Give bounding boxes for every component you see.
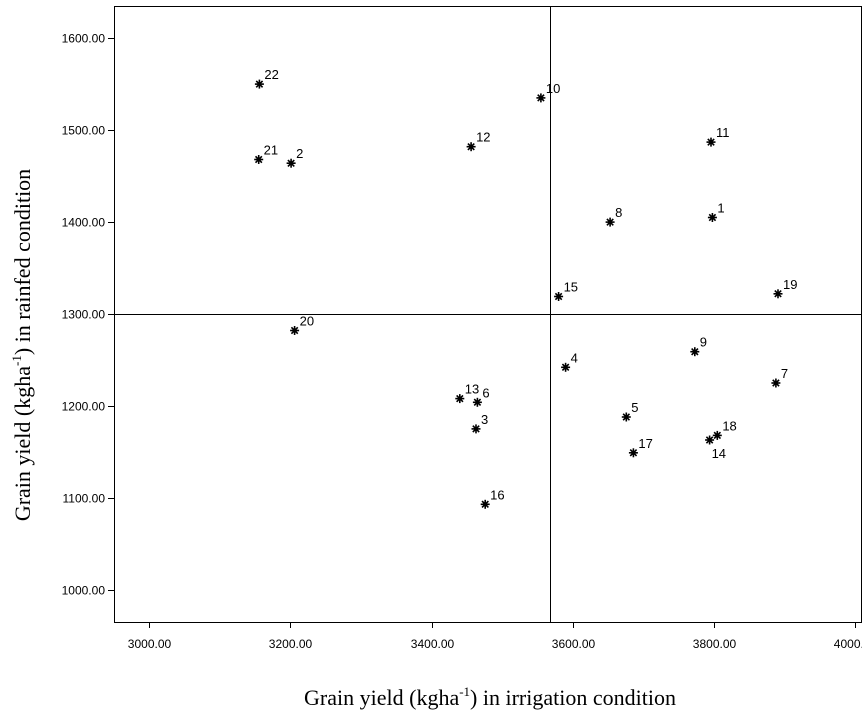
data-point-marker-center bbox=[538, 95, 544, 101]
y-tick-label: 1600.00 bbox=[62, 32, 106, 46]
data-point-label: 12 bbox=[476, 130, 490, 145]
data-point bbox=[628, 448, 638, 458]
data-point-label: 22 bbox=[264, 67, 278, 82]
data-point bbox=[705, 435, 715, 445]
data-point-marker-center bbox=[288, 161, 294, 166]
x-tick-label: 3000.00 bbox=[128, 637, 172, 651]
y-tick-label: 1100.00 bbox=[63, 492, 106, 506]
y-tick-label: 1400.00 bbox=[62, 216, 106, 230]
data-point-label: 3 bbox=[481, 412, 488, 427]
data-point-label: 19 bbox=[783, 277, 797, 292]
y-tick-label: 1000.00 bbox=[62, 584, 106, 598]
data-point-marker-center bbox=[556, 294, 561, 299]
y-tick-label: 1300.00 bbox=[62, 308, 106, 322]
data-point-marker-center bbox=[631, 450, 636, 455]
data-point-marker-center bbox=[775, 291, 781, 296]
data-point-marker-center bbox=[708, 139, 714, 145]
data-point-label: 5 bbox=[631, 400, 638, 415]
data-point-label: 18 bbox=[722, 418, 736, 433]
data-point bbox=[712, 430, 722, 440]
data-point-marker-center bbox=[475, 400, 480, 405]
data-point-label: 2 bbox=[296, 146, 303, 161]
data-point-label: 9 bbox=[700, 335, 707, 350]
x-axis-title-text-tail: ) in irrigation condition bbox=[470, 685, 676, 710]
data-point-label: 8 bbox=[615, 205, 622, 220]
y-axis-title-text-tail: ) in rainfed condition bbox=[10, 169, 35, 355]
data-point bbox=[771, 378, 781, 388]
data-point-marker-center bbox=[292, 328, 297, 333]
data-point-label: 1 bbox=[717, 200, 724, 215]
data-point-label: 6 bbox=[482, 385, 489, 400]
data-point-marker-center bbox=[692, 349, 697, 354]
data-point-label: 17 bbox=[638, 436, 652, 451]
data-point-marker-center bbox=[256, 157, 261, 162]
data-point-marker-center bbox=[457, 396, 462, 401]
data-point-marker-center bbox=[710, 215, 715, 220]
data-point-label: 10 bbox=[546, 81, 560, 96]
data-point-marker-center bbox=[468, 144, 474, 149]
x-axis-title: Grain yield (kgha-1) in irrigation condi… bbox=[304, 684, 676, 710]
y-tick-label: 1200.00 bbox=[62, 400, 106, 414]
data-point-marker-center bbox=[257, 81, 262, 87]
data-point bbox=[773, 289, 783, 299]
x-axis: 3000.00 3200.00 3400.00 3600.00 3800.00 4000.… bbox=[128, 622, 862, 651]
data-point-label: 14 bbox=[712, 446, 726, 461]
data-point-label: 15 bbox=[564, 280, 578, 295]
data-point bbox=[254, 155, 264, 164]
data-point bbox=[471, 424, 481, 434]
data-point bbox=[290, 326, 300, 335]
data-point bbox=[480, 499, 490, 509]
data-point bbox=[605, 217, 615, 227]
data-point bbox=[472, 397, 482, 407]
data-point bbox=[455, 394, 465, 404]
x-tick-label: 4000.00 bbox=[834, 637, 862, 651]
x-tick-label: 3200.00 bbox=[269, 637, 313, 651]
data-point-marker-center bbox=[773, 380, 779, 386]
data-point-label: 13 bbox=[465, 382, 479, 397]
x-axis-title-text: Grain yield (kgha bbox=[304, 685, 459, 710]
data-point bbox=[561, 362, 571, 372]
y-tick-label: 1500.00 bbox=[62, 124, 106, 138]
x-tick-label: 3600.00 bbox=[552, 637, 596, 651]
data-point-marker-center bbox=[473, 426, 479, 432]
x-tick-label: 3800.00 bbox=[693, 637, 737, 651]
data-point-label: 16 bbox=[490, 487, 504, 502]
reference-lines bbox=[114, 6, 862, 622]
data-point-marker-center bbox=[607, 219, 613, 225]
data-point-marker-center bbox=[563, 365, 568, 370]
y-axis: 1000.00 1100.00 1200.00 1300.00 1400.00 1500.… bbox=[62, 32, 114, 598]
data-point bbox=[254, 79, 264, 89]
data-point-label: 20 bbox=[300, 314, 314, 329]
y-axis-title-superscript: -1 bbox=[9, 355, 24, 366]
data-point-marker-center bbox=[483, 502, 488, 507]
data-point-marker-center bbox=[707, 437, 712, 443]
data-point bbox=[707, 213, 717, 222]
data-point bbox=[554, 292, 564, 301]
data-point-label: 11 bbox=[716, 125, 730, 140]
data-point-marker-center bbox=[715, 433, 720, 438]
x-axis-title-superscript: -1 bbox=[459, 684, 470, 699]
data-point-label: 4 bbox=[571, 350, 578, 365]
data-point bbox=[690, 347, 700, 357]
y-axis-title-text: Grain yield (kgha bbox=[10, 366, 35, 521]
y-axis-title: Grain yield (kgha-1) in rainfed conditio… bbox=[9, 169, 35, 521]
data-point-label: 7 bbox=[781, 366, 788, 381]
data-point bbox=[286, 158, 296, 168]
data-point bbox=[621, 412, 631, 422]
data-point bbox=[706, 137, 716, 147]
data-point-label: 21 bbox=[264, 143, 278, 158]
x-tick-label: 3400.00 bbox=[411, 637, 455, 651]
data-point bbox=[536, 93, 546, 103]
data-point bbox=[466, 142, 476, 152]
data-point-marker-center bbox=[624, 414, 629, 420]
